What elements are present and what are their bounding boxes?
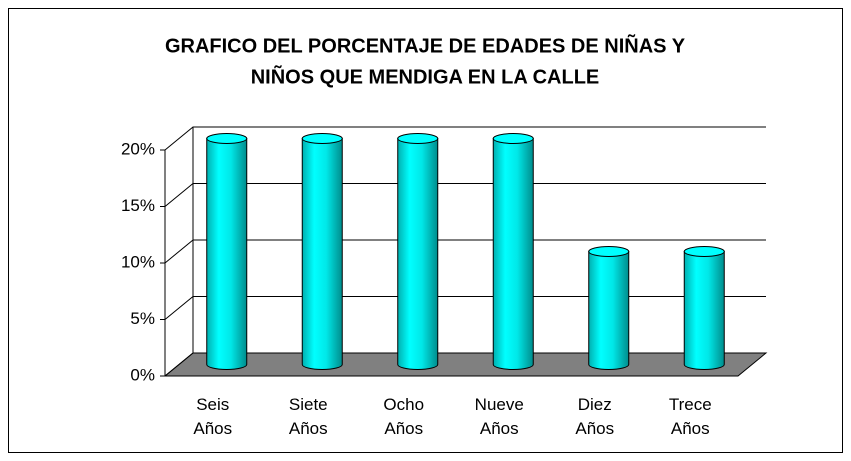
bar-top bbox=[588, 246, 630, 257]
x-tick-label: Seis Años bbox=[193, 395, 232, 438]
x-tick-label: Diez Años bbox=[575, 395, 614, 438]
chart-title: NIÑOS QUE MENDIGA EN LA CALLE bbox=[251, 65, 600, 88]
y-tick-label: 5% bbox=[130, 309, 155, 328]
grid-line bbox=[164, 183, 766, 207]
y-tick-label: 20% bbox=[121, 139, 155, 158]
bar-top bbox=[397, 133, 439, 144]
bar bbox=[206, 138, 248, 370]
grid-line bbox=[164, 296, 766, 320]
x-tick-label: Trece Años bbox=[669, 395, 712, 438]
bar bbox=[397, 138, 439, 370]
grid-line bbox=[164, 352, 766, 377]
y-tick-label: 10% bbox=[121, 252, 155, 271]
bar bbox=[492, 138, 534, 370]
floor bbox=[163, 352, 768, 377]
grid-line bbox=[164, 126, 766, 151]
bar bbox=[301, 138, 343, 370]
x-tick-label: Ocho Años bbox=[383, 395, 424, 438]
x-tick-label: Siete Años bbox=[289, 395, 328, 438]
grid-line bbox=[164, 239, 766, 264]
bar bbox=[588, 251, 630, 370]
y-tick-label: 0% bbox=[130, 365, 155, 384]
chart-title: GRAFICO DEL PORCENTAJE DE EDADES DE NIÑA… bbox=[165, 34, 686, 57]
x-tick-label: Nueve Años bbox=[475, 395, 524, 438]
y-tick-label: 15% bbox=[121, 196, 155, 215]
bar-top bbox=[301, 133, 343, 144]
bar-top bbox=[206, 133, 248, 144]
bar-top bbox=[683, 246, 725, 257]
bar bbox=[683, 251, 725, 370]
bar-top bbox=[492, 133, 534, 144]
